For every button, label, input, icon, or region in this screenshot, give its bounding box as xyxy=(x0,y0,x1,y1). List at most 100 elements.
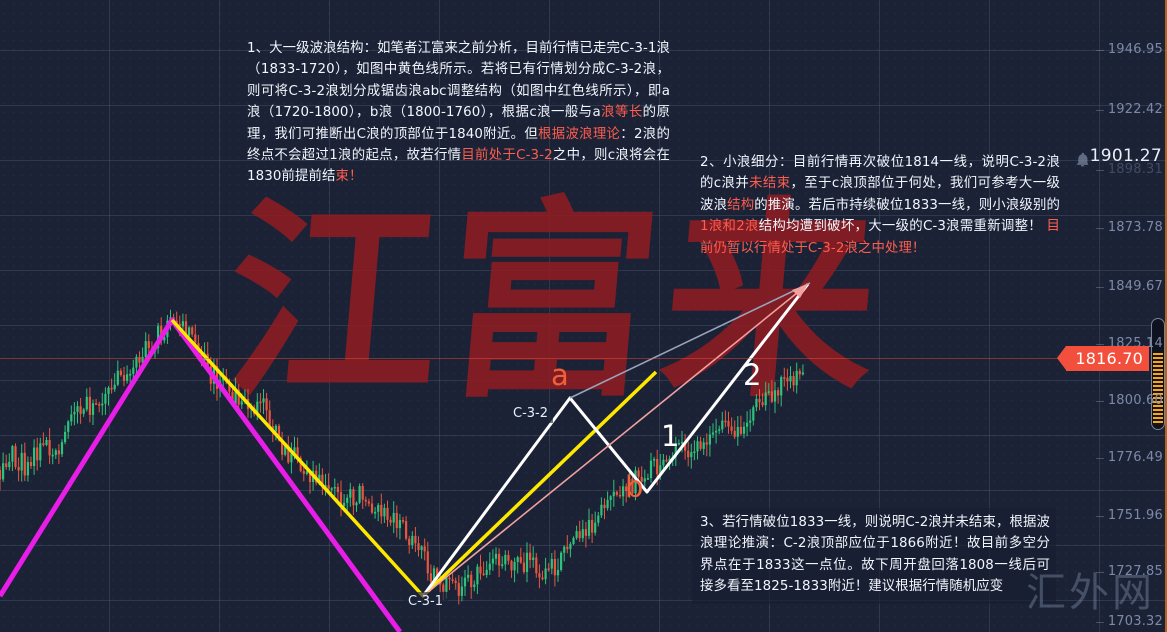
candle-body xyxy=(696,441,699,452)
candle-body xyxy=(287,445,290,463)
note-text: 3、若行情破位1833一线，则说明C-2浪并未结束，根据波浪理论推演：C-2浪顶… xyxy=(700,515,1050,595)
candle-body xyxy=(296,447,299,458)
price-axis-tick: 1751.96 xyxy=(1095,508,1163,523)
trendline-magenta-impulse[interactable] xyxy=(0,317,403,632)
candle-body xyxy=(525,552,529,572)
bell-icon[interactable] xyxy=(1065,142,1099,176)
candle-body xyxy=(8,461,11,468)
candle-body xyxy=(305,471,308,474)
candle-body xyxy=(85,396,88,410)
candle-body xyxy=(163,337,166,341)
candle-body xyxy=(265,398,268,411)
note-text: ，至于c浪顶部位于何处，我们可参考大一级波浪 xyxy=(700,176,1060,213)
candle-body xyxy=(795,370,798,386)
candle-body xyxy=(343,502,346,507)
candle-body xyxy=(715,430,718,433)
candle-body xyxy=(640,476,643,482)
candle-body xyxy=(587,520,591,536)
candle-body xyxy=(231,391,234,404)
candle-body xyxy=(572,537,575,544)
last-price-badge[interactable]: 1816.70 xyxy=(1057,346,1149,371)
candle-body xyxy=(668,458,671,462)
candle-body xyxy=(721,420,724,430)
candle-body xyxy=(426,551,429,574)
candle-body xyxy=(349,489,352,498)
candle-body xyxy=(584,529,587,536)
price-axis-tick: 1922.42 xyxy=(1095,102,1163,117)
candle-body xyxy=(88,396,91,415)
candle-body xyxy=(662,459,665,466)
note-highlight: 1浪和2浪 xyxy=(700,219,759,235)
candle-body xyxy=(330,488,333,490)
tick-dash xyxy=(1095,286,1104,288)
candle-body xyxy=(544,568,547,580)
note-highlight: 结构 xyxy=(727,197,755,213)
candle-body xyxy=(752,407,755,421)
candle-body xyxy=(39,443,42,461)
candle-body xyxy=(67,421,70,432)
candle-body xyxy=(42,443,45,445)
candle-body xyxy=(442,584,445,592)
price-range-indicator[interactable] xyxy=(1151,318,1165,430)
candle-body xyxy=(318,474,321,483)
candle-body xyxy=(773,390,777,402)
price-range-fill xyxy=(1153,353,1163,425)
candle-body xyxy=(259,401,262,404)
wave-label-a: a xyxy=(551,358,569,392)
candle-body xyxy=(538,573,541,578)
candle-body xyxy=(504,554,507,565)
candle-body xyxy=(566,546,569,550)
candle-body xyxy=(281,440,284,455)
quote-value: 1901.27 xyxy=(1089,146,1162,166)
candle-body xyxy=(625,486,628,492)
candle-body xyxy=(188,327,191,336)
candle-body xyxy=(110,387,113,390)
candle-body xyxy=(684,441,687,451)
candle-body xyxy=(228,382,231,392)
candle-body xyxy=(401,520,405,522)
candle-body xyxy=(476,566,479,585)
candle-body xyxy=(550,559,553,569)
wave-structure-note: 1、大一级波浪结构：如笔者江富来之前分析，目前行情已走完C-3-1浪（1833-… xyxy=(247,38,670,188)
candle-body xyxy=(597,515,600,523)
price-axis[interactable]: 1901.27 1946.95 1922.42 1898.31 1873.78 1849… xyxy=(1076,0,1167,632)
candle-body xyxy=(104,393,107,404)
price-axis-tick: 1727.85 xyxy=(1095,564,1163,579)
candle-body xyxy=(157,325,160,349)
tick-dash xyxy=(1095,109,1104,111)
candle-body xyxy=(463,577,467,587)
candle-body xyxy=(693,451,696,453)
candle-body xyxy=(535,557,538,574)
candle-body xyxy=(36,447,39,461)
trendline-grey-projection[interactable] xyxy=(569,282,811,399)
candle-body xyxy=(237,389,240,405)
candle-body xyxy=(293,447,296,454)
candle-body xyxy=(377,504,380,512)
candle-body xyxy=(178,323,181,327)
candle-body xyxy=(14,446,17,467)
candle-body xyxy=(191,327,194,335)
candle-body xyxy=(708,434,711,445)
note-highlight: 浪等长 xyxy=(600,105,643,121)
tick-label: 1703.32 xyxy=(1107,614,1163,629)
candle-body xyxy=(290,453,293,463)
trendline-yellow-c31[interactable] xyxy=(170,318,658,598)
candle-body xyxy=(398,520,401,529)
candle-body xyxy=(64,431,67,443)
tick-dash xyxy=(1095,515,1104,517)
candle-body xyxy=(507,554,510,561)
candle-body xyxy=(116,370,119,385)
note-highlight: 未结束 xyxy=(749,176,791,192)
candle-body xyxy=(606,499,609,508)
candle-body xyxy=(284,445,287,455)
candle-body xyxy=(578,531,581,539)
candle-body xyxy=(395,512,398,529)
candle-body xyxy=(386,507,389,520)
tick-label: 1849.67 xyxy=(1107,279,1163,294)
trade-plan-note: 3、若行情破位1833一线，则说明C-2浪并未结束，根据波浪理论推演：C-2浪顶… xyxy=(692,508,1056,604)
trendline-pink-projection[interactable] xyxy=(422,283,809,597)
candle-body xyxy=(451,579,454,581)
candle-body xyxy=(445,577,448,592)
candle-body xyxy=(135,356,138,368)
price-axis-tick: 1703.32 xyxy=(1095,614,1163,629)
